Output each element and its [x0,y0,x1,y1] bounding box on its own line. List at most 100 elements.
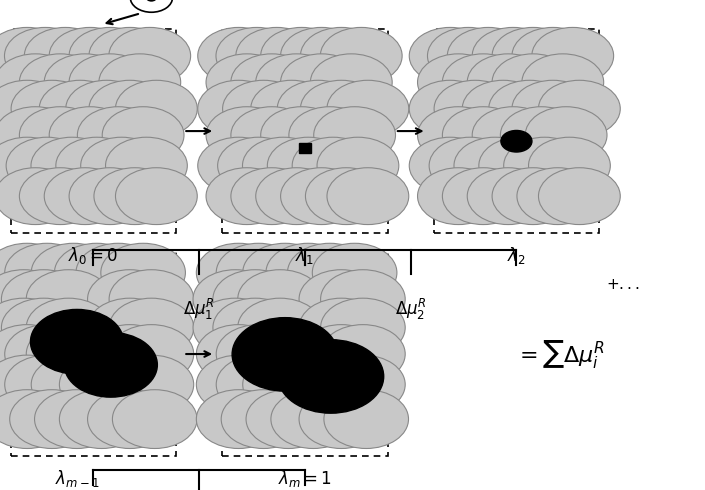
Ellipse shape [507,131,525,151]
Circle shape [0,390,69,448]
Circle shape [489,80,570,137]
Circle shape [409,27,491,84]
Circle shape [30,310,123,374]
Circle shape [26,270,111,328]
Circle shape [299,390,384,448]
Circle shape [64,333,157,397]
Circle shape [492,54,574,111]
FancyBboxPatch shape [11,29,176,233]
Circle shape [0,107,76,164]
Text: $\lambda_1$: $\lambda_1$ [295,245,314,266]
FancyBboxPatch shape [11,252,176,456]
Circle shape [321,325,405,384]
Circle shape [256,168,338,224]
Circle shape [246,390,331,448]
Circle shape [292,137,374,194]
Circle shape [216,355,301,414]
Circle shape [102,107,184,164]
Circle shape [31,137,113,194]
Circle shape [300,27,382,84]
Circle shape [197,355,281,414]
Circle shape [467,54,549,111]
Circle shape [281,54,362,111]
Circle shape [525,107,607,164]
Text: $+...$: $+...$ [606,277,640,292]
Circle shape [197,325,281,384]
Text: $\lambda_{m-1}$: $\lambda_{m-1}$ [54,468,99,489]
Circle shape [80,137,162,194]
Circle shape [87,270,172,328]
Circle shape [448,27,529,84]
Circle shape [288,243,372,302]
Circle shape [85,355,169,414]
Circle shape [78,107,159,164]
Circle shape [147,0,157,1]
Circle shape [1,270,86,328]
Circle shape [31,355,116,414]
Circle shape [529,137,611,194]
Circle shape [19,54,102,111]
Circle shape [44,168,126,224]
Circle shape [109,270,194,328]
Circle shape [106,137,188,194]
Circle shape [5,243,90,302]
Circle shape [216,243,301,302]
Circle shape [409,137,491,194]
Circle shape [109,325,194,384]
Circle shape [238,298,322,357]
Circle shape [193,270,278,328]
Circle shape [501,130,532,152]
Circle shape [5,355,90,414]
Circle shape [305,168,387,224]
Circle shape [251,80,333,137]
Circle shape [231,54,313,111]
Circle shape [434,80,516,137]
Circle shape [11,80,93,137]
Circle shape [197,80,280,137]
Circle shape [243,243,327,302]
Circle shape [206,168,288,224]
Circle shape [19,107,102,164]
Circle shape [503,137,585,194]
Text: $\lambda_0 = 0$: $\lambda_0 = 0$ [68,245,118,266]
Circle shape [213,298,298,357]
Circle shape [236,27,318,84]
Circle shape [99,54,180,111]
Circle shape [109,298,194,357]
Circle shape [197,243,281,302]
Circle shape [238,270,322,328]
Circle shape [112,390,197,448]
Circle shape [443,54,525,111]
FancyBboxPatch shape [434,29,599,233]
Circle shape [327,168,409,224]
Circle shape [0,325,69,384]
Circle shape [267,137,349,194]
Circle shape [10,390,94,448]
Circle shape [49,107,131,164]
Circle shape [54,243,139,302]
Circle shape [299,270,384,328]
Circle shape [0,243,69,302]
Circle shape [443,107,525,164]
Circle shape [261,27,343,84]
Circle shape [277,80,359,137]
Circle shape [517,168,599,224]
Circle shape [281,27,362,84]
Circle shape [472,107,554,164]
Circle shape [87,298,172,357]
Circle shape [532,27,613,84]
Bar [299,144,311,153]
Circle shape [443,168,525,224]
Circle shape [206,107,288,164]
Circle shape [59,390,144,448]
Circle shape [31,243,116,302]
Circle shape [501,107,582,164]
FancyBboxPatch shape [222,252,388,456]
Circle shape [26,298,111,357]
Circle shape [0,168,76,224]
Circle shape [116,80,197,137]
Circle shape [321,298,405,357]
Circle shape [87,390,172,448]
Circle shape [56,137,137,194]
Circle shape [0,355,69,414]
